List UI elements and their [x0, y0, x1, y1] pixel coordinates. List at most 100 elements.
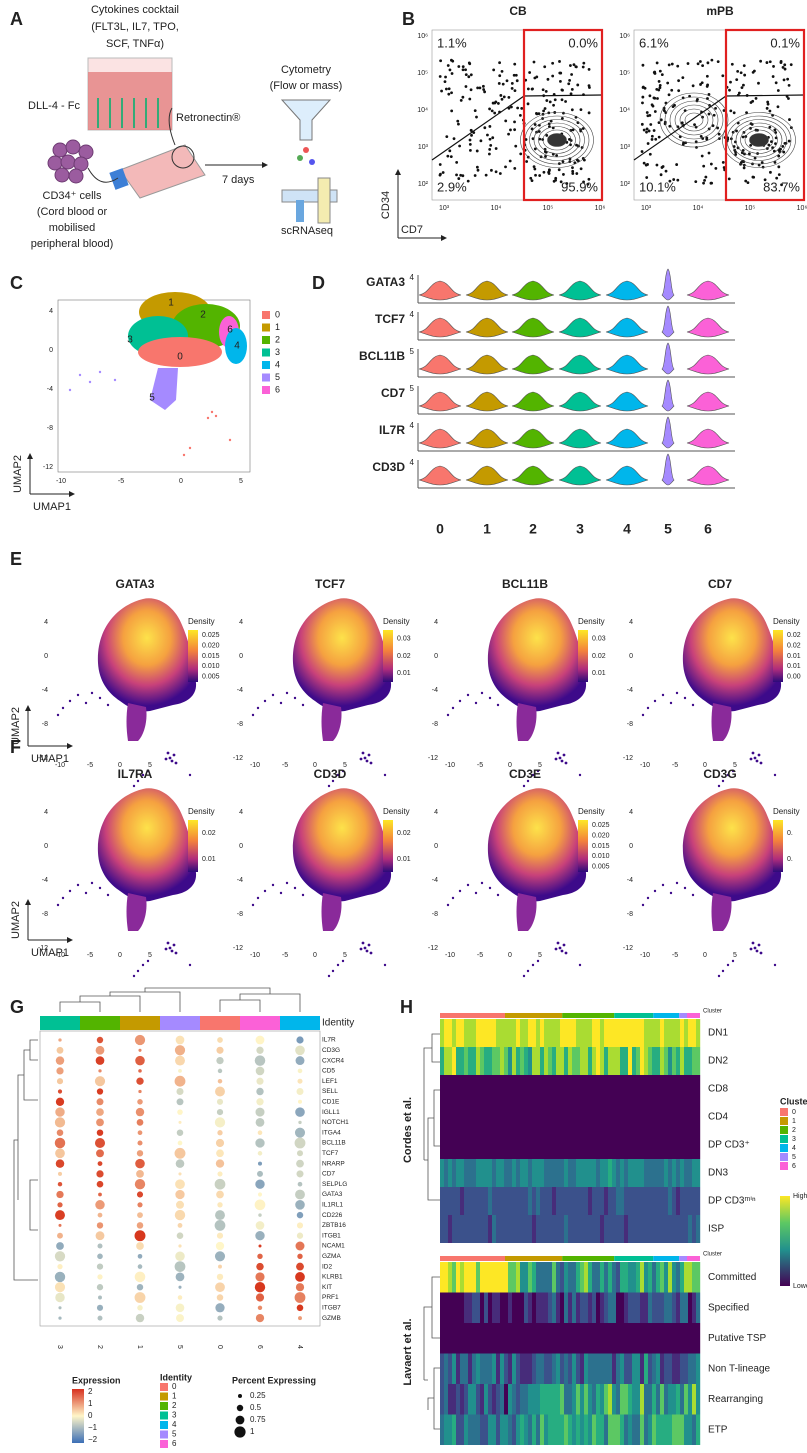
dot — [97, 1274, 103, 1280]
event — [704, 175, 708, 179]
event — [705, 136, 709, 140]
y-tick-label: -12 — [428, 945, 438, 952]
heat-cell — [504, 1384, 509, 1415]
legend-title: Identity — [160, 1372, 192, 1382]
heat-cell — [636, 1131, 641, 1159]
event — [729, 80, 732, 84]
heat-cell — [576, 1187, 581, 1215]
heat-cell — [684, 1323, 689, 1354]
event — [533, 147, 537, 151]
event — [475, 149, 479, 153]
heat-cell — [524, 1292, 529, 1323]
heat-cell — [528, 1215, 533, 1243]
row-label: ETP — [708, 1424, 728, 1435]
heat-cell — [592, 1131, 597, 1159]
heat-cell — [480, 1131, 485, 1159]
heat-cell — [564, 1292, 569, 1323]
heat-cell — [532, 1262, 537, 1293]
event — [646, 142, 650, 145]
event — [489, 143, 493, 147]
event — [488, 125, 492, 128]
x-tick-label: 10⁶ — [797, 205, 807, 212]
dot — [215, 1303, 225, 1313]
gene-label: NOTCH1 — [322, 1119, 349, 1126]
gene-label: SELPLG — [322, 1181, 347, 1188]
heat-cell — [544, 1414, 549, 1445]
heat-cell — [448, 1353, 453, 1384]
heat-cell — [440, 1019, 445, 1047]
heat-cell — [468, 1215, 473, 1243]
heat-cell — [460, 1414, 465, 1445]
heat-cell — [624, 1353, 629, 1384]
heat-cell — [692, 1103, 697, 1131]
gene-label: CD3G — [322, 1047, 340, 1054]
event — [483, 90, 487, 94]
heat-cell — [612, 1047, 617, 1075]
heat-cell — [620, 1292, 625, 1323]
heat-cell — [640, 1353, 645, 1384]
gene-label: IGLL1 — [322, 1109, 340, 1116]
dot — [296, 1150, 304, 1157]
event — [681, 76, 685, 80]
event — [526, 87, 530, 91]
legend-swatch — [780, 1135, 788, 1143]
quadrant-percent: 1.1% — [437, 35, 467, 50]
heat-cell — [504, 1262, 509, 1293]
heat-cell — [632, 1323, 637, 1354]
heat-cell — [548, 1414, 553, 1445]
heat-cell — [484, 1353, 489, 1384]
row-label: Specified — [708, 1302, 749, 1313]
density-umap — [56, 788, 197, 978]
heat-cell — [588, 1353, 593, 1384]
legend-swatch — [780, 1162, 788, 1170]
event — [712, 113, 716, 117]
dot — [297, 1181, 303, 1187]
heat-cell — [488, 1187, 493, 1215]
heat-cell — [604, 1323, 609, 1354]
heat-cell — [476, 1047, 481, 1075]
heat-cell — [588, 1103, 593, 1131]
heat-cell — [500, 1215, 505, 1243]
heat-cell — [472, 1019, 477, 1047]
heat-cell — [568, 1215, 573, 1243]
identity-bar — [200, 1016, 240, 1030]
heat-cell — [544, 1323, 549, 1354]
event — [581, 127, 585, 130]
event — [571, 172, 575, 175]
dot — [175, 1035, 185, 1045]
gene-label: CD1E — [322, 1099, 340, 1106]
heat-cell — [512, 1414, 517, 1445]
event — [741, 148, 745, 152]
event — [513, 62, 517, 66]
dot — [296, 1262, 304, 1271]
legend-title: Density — [773, 807, 800, 816]
violin — [661, 305, 675, 338]
gene-label: CD226 — [322, 1212, 343, 1219]
cluster-label: 6 — [227, 325, 233, 336]
legend-label: 4 — [275, 359, 280, 369]
heat-cell — [496, 1215, 501, 1243]
cluster-bar — [440, 1256, 505, 1261]
cluster-bar — [614, 1256, 654, 1261]
heat-cell — [640, 1103, 645, 1131]
gene-label: CD5 — [322, 1068, 335, 1075]
heat-cell — [632, 1215, 637, 1243]
event — [538, 137, 542, 141]
event — [464, 73, 468, 77]
heat-cell — [668, 1323, 673, 1354]
dot — [256, 1046, 264, 1054]
event — [483, 126, 487, 130]
heat-cell — [656, 1292, 661, 1323]
event — [559, 71, 563, 75]
heat-cell — [588, 1262, 593, 1293]
dot — [214, 1251, 226, 1262]
event — [655, 61, 659, 65]
heat-cell — [676, 1384, 681, 1415]
heat-cell — [588, 1414, 593, 1445]
dot — [255, 1118, 265, 1127]
heat-cell — [580, 1353, 585, 1384]
event — [714, 166, 718, 170]
dot — [295, 1189, 305, 1200]
event — [658, 83, 662, 87]
event — [475, 115, 478, 119]
